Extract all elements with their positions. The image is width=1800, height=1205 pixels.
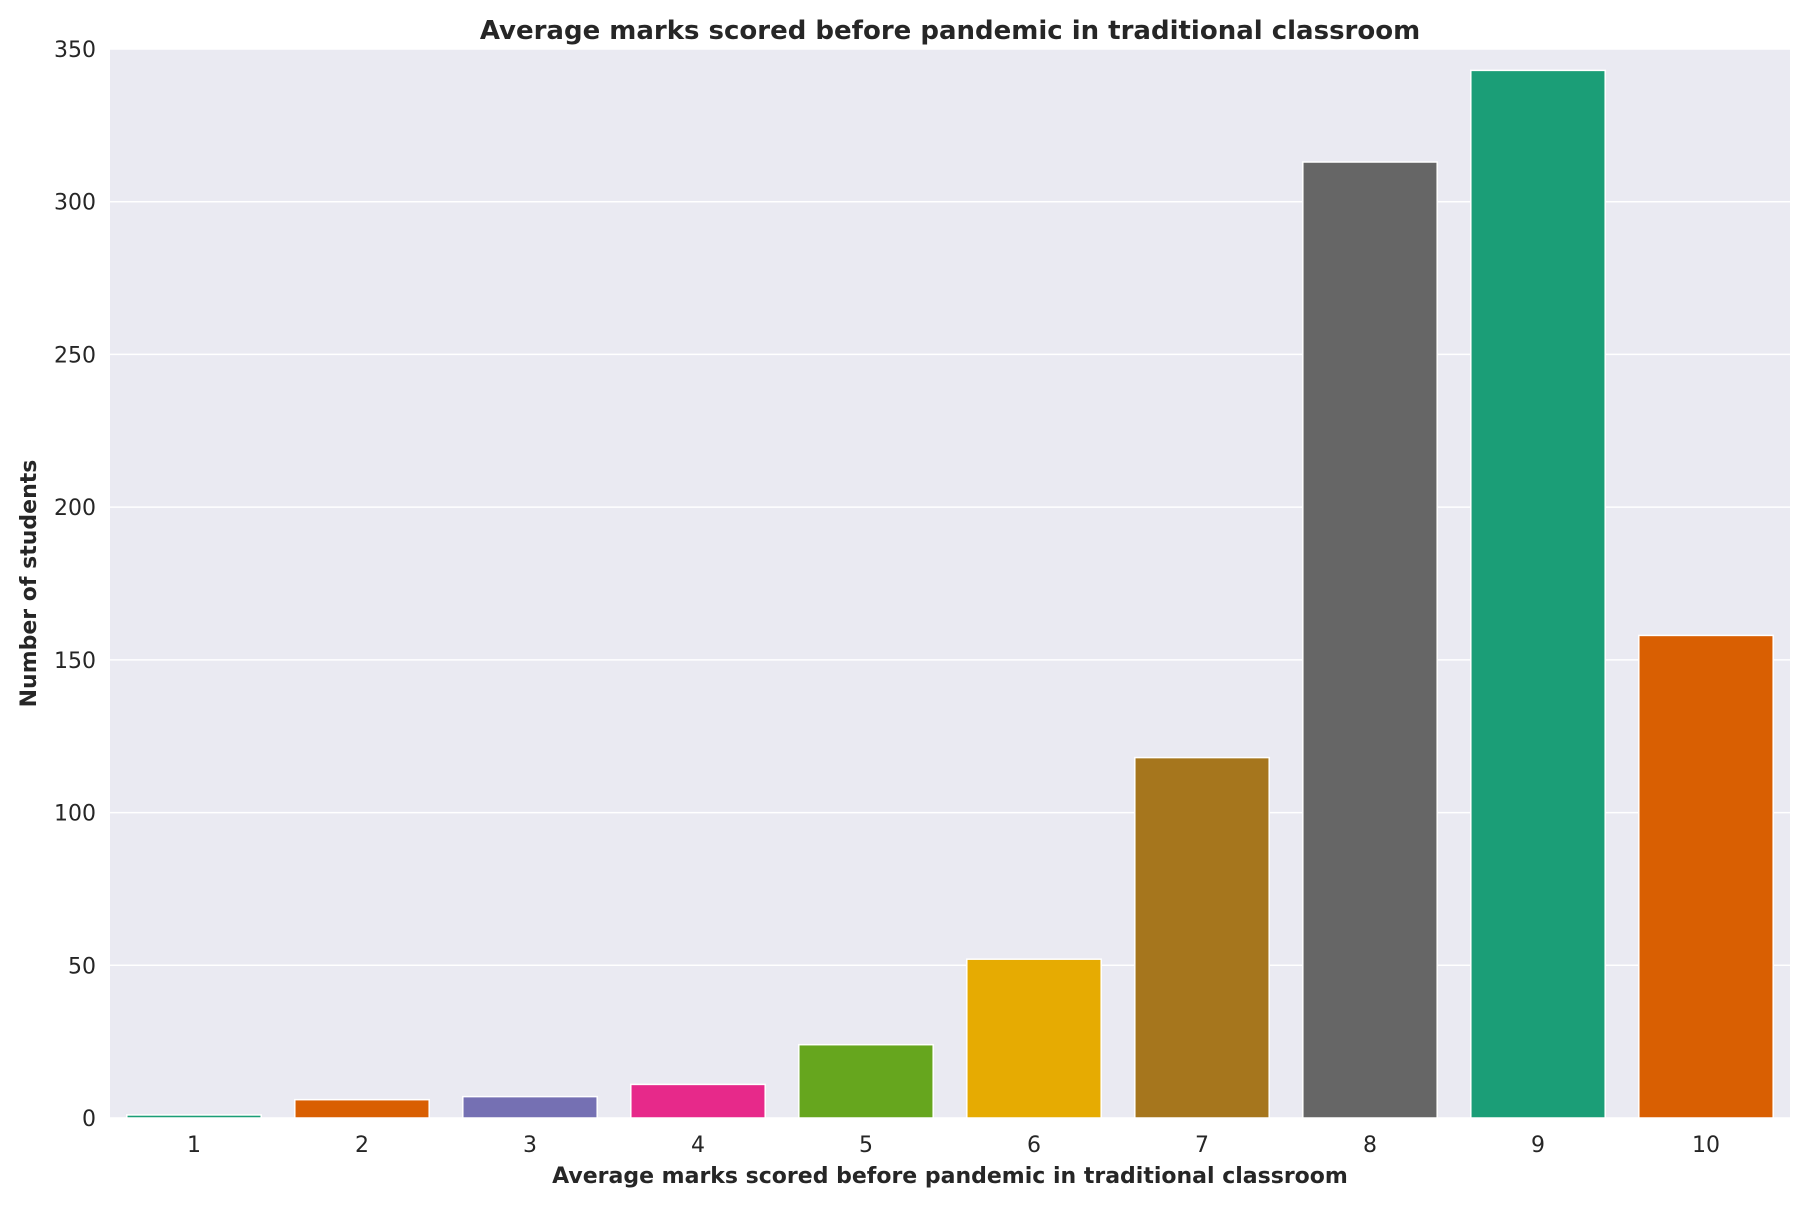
y-tick-label: 350 — [54, 38, 96, 63]
y-tick-label: 50 — [68, 954, 96, 979]
y-tick-label: 150 — [54, 649, 96, 674]
bar-8 — [1302, 161, 1438, 1119]
y-tick-label: 100 — [54, 802, 96, 827]
y-tick-label: 300 — [54, 191, 96, 216]
y-tick-label: 200 — [54, 496, 96, 521]
bar-3 — [462, 1095, 598, 1119]
bar-7 — [1134, 756, 1270, 1119]
bar-4 — [630, 1083, 766, 1119]
bar-10 — [1638, 634, 1774, 1119]
x-tick-label: 10 — [1692, 1133, 1720, 1158]
x-axis-ticks: 1 2 3 4 5 6 7 8 9 10 — [187, 1133, 1720, 1158]
bars — [126, 69, 1774, 1119]
y-tick-label: 0 — [82, 1107, 96, 1132]
x-tick-label: 4 — [691, 1133, 705, 1158]
bar-5 — [798, 1043, 934, 1119]
chart-title: Average marks scored before pandemic in … — [480, 16, 1420, 46]
x-tick-label: 3 — [523, 1133, 537, 1158]
y-axis-label: Number of students — [17, 460, 42, 708]
x-tick-label: 9 — [1531, 1133, 1545, 1158]
bar-2 — [294, 1098, 430, 1119]
x-tick-label: 1 — [187, 1133, 201, 1158]
y-axis-ticks: 0 50 100 150 200 250 300 350 — [54, 38, 96, 1132]
x-axis-label: Average marks scored before pandemic in … — [552, 1164, 1348, 1189]
bar-9 — [1470, 69, 1606, 1119]
x-tick-label: 7 — [1195, 1133, 1209, 1158]
bar-6 — [966, 958, 1102, 1119]
x-tick-label: 5 — [859, 1133, 873, 1158]
x-tick-label: 6 — [1027, 1133, 1041, 1158]
x-tick-label: 2 — [355, 1133, 369, 1158]
x-tick-label: 8 — [1363, 1133, 1377, 1158]
y-tick-label: 250 — [54, 343, 96, 368]
bar-1 — [126, 1114, 262, 1119]
